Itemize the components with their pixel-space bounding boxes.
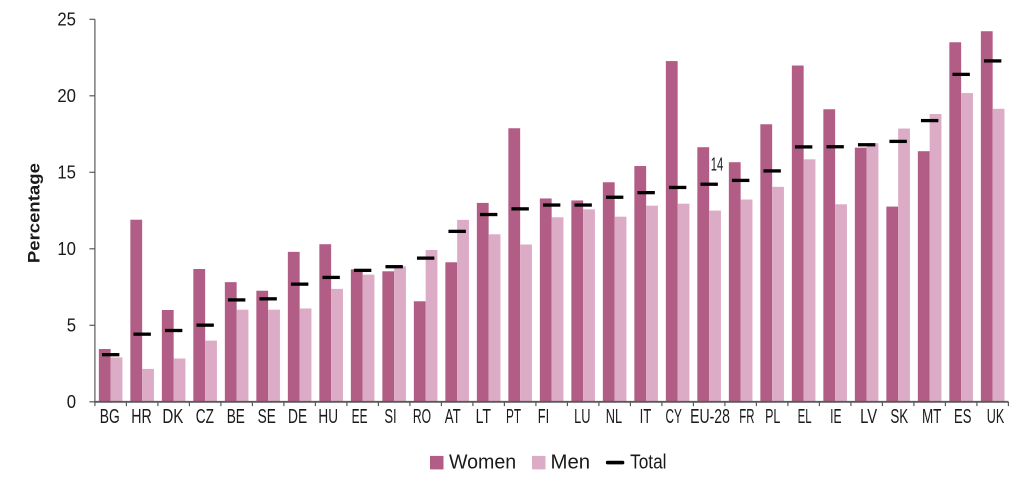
- svg-text:EU-28: EU-28: [690, 406, 730, 428]
- svg-text:LT: LT: [476, 406, 491, 428]
- svg-text:IT: IT: [640, 406, 652, 428]
- svg-text:PT: PT: [506, 406, 521, 428]
- svg-text:20: 20: [57, 86, 76, 106]
- svg-text:ES: ES: [954, 406, 971, 428]
- svg-text:10: 10: [57, 239, 76, 259]
- svg-text:IE: IE: [830, 406, 841, 428]
- svg-text:SK: SK: [890, 406, 908, 428]
- svg-text:RO: RO: [413, 406, 431, 428]
- svg-text:MT: MT: [922, 406, 942, 428]
- svg-text:UK: UK: [987, 406, 1005, 428]
- svg-text:Total: Total: [630, 452, 666, 474]
- svg-text:PL: PL: [765, 406, 780, 428]
- svg-text:NL: NL: [606, 406, 622, 428]
- svg-text:SI: SI: [384, 406, 396, 428]
- svg-text:5: 5: [67, 316, 76, 336]
- svg-text:Men: Men: [551, 452, 591, 474]
- svg-text:BE: BE: [227, 406, 245, 428]
- svg-text:0: 0: [67, 392, 76, 412]
- svg-text:15: 15: [57, 163, 76, 183]
- svg-text:FI: FI: [538, 406, 549, 428]
- svg-text:CY: CY: [666, 406, 682, 428]
- svg-text:HU: HU: [318, 406, 338, 428]
- svg-text:25: 25: [57, 10, 76, 30]
- svg-text:LV: LV: [860, 406, 877, 428]
- svg-text:Percentage: Percentage: [25, 163, 44, 263]
- svg-text:DE: DE: [288, 406, 307, 428]
- svg-text:SE: SE: [258, 406, 276, 428]
- svg-text:Women: Women: [449, 452, 516, 474]
- svg-text:CZ: CZ: [196, 406, 214, 428]
- svg-text:EL: EL: [798, 406, 812, 428]
- svg-text:LU: LU: [574, 406, 590, 428]
- svg-text:14: 14: [711, 155, 724, 175]
- svg-text:AT: AT: [445, 406, 461, 428]
- svg-text:EE: EE: [352, 406, 368, 428]
- svg-text:BG: BG: [100, 406, 120, 428]
- svg-text:HR: HR: [131, 406, 152, 428]
- svg-text:DK: DK: [162, 406, 183, 428]
- svg-text:FR: FR: [739, 406, 754, 428]
